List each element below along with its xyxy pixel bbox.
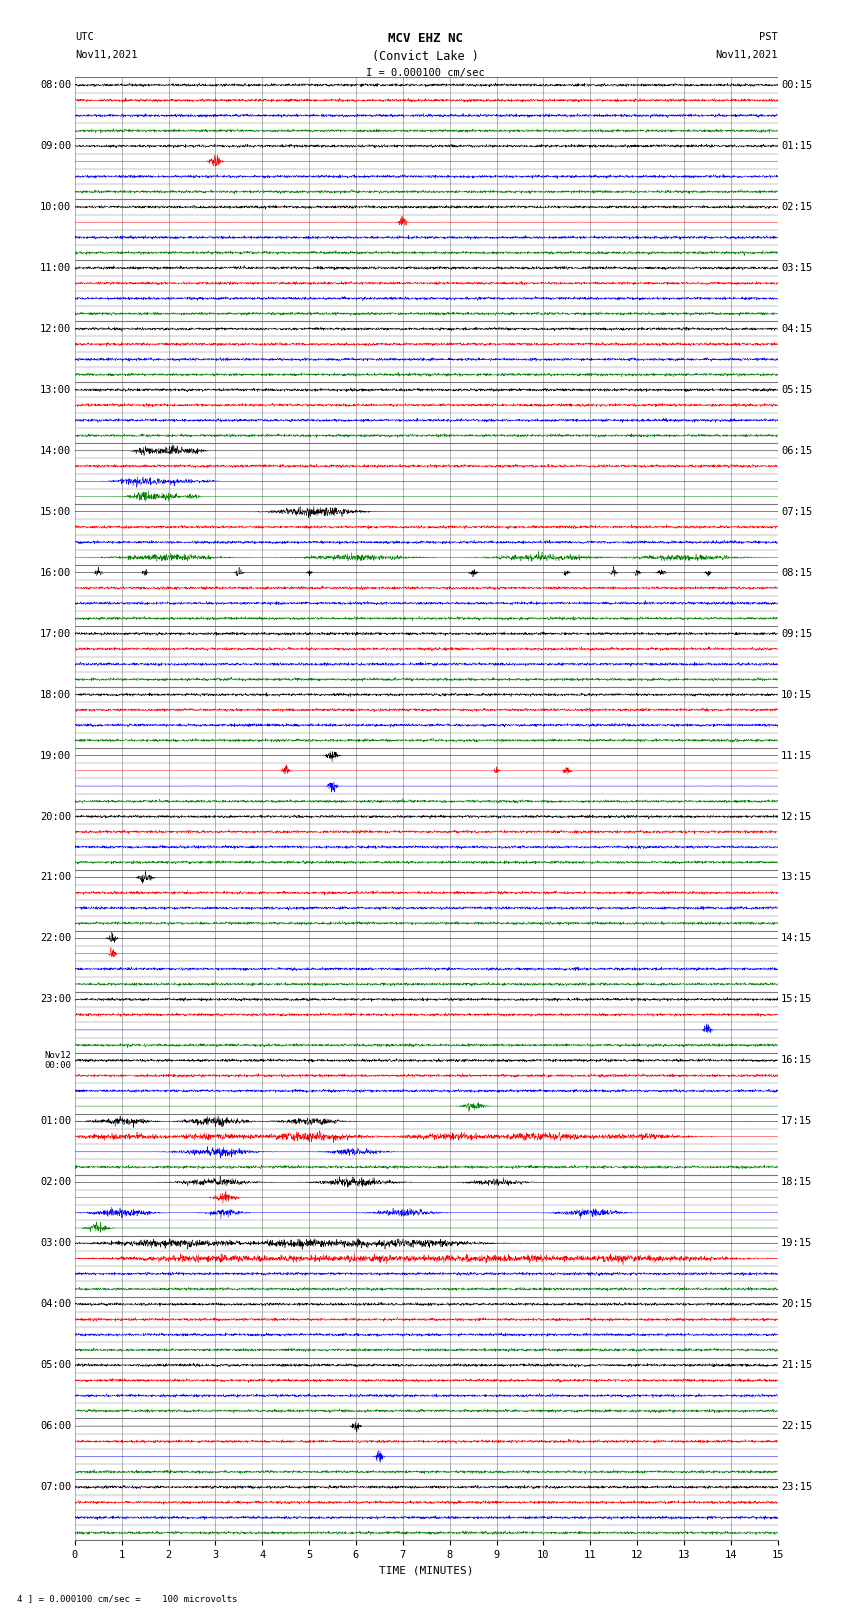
Text: 01:15: 01:15: [781, 140, 813, 152]
Text: 21:00: 21:00: [40, 873, 71, 882]
Text: 13:15: 13:15: [781, 873, 813, 882]
Text: 23:00: 23:00: [40, 994, 71, 1005]
Text: UTC: UTC: [75, 32, 94, 42]
X-axis label: TIME (MINUTES): TIME (MINUTES): [379, 1566, 473, 1576]
Text: I = 0.000100 cm/sec: I = 0.000100 cm/sec: [366, 68, 484, 77]
Text: 23:15: 23:15: [781, 1482, 813, 1492]
Text: 11:15: 11:15: [781, 750, 813, 761]
Text: 07:15: 07:15: [781, 506, 813, 516]
Text: 08:00: 08:00: [40, 81, 71, 90]
Text: MCV EHZ NC: MCV EHZ NC: [388, 32, 462, 45]
Text: 05:15: 05:15: [781, 386, 813, 395]
Text: 15:15: 15:15: [781, 994, 813, 1005]
Text: 19:15: 19:15: [781, 1239, 813, 1248]
Text: 4 ] = 0.000100 cm/sec =    100 microvolts: 4 ] = 0.000100 cm/sec = 100 microvolts: [17, 1594, 237, 1603]
Text: 03:00: 03:00: [40, 1239, 71, 1248]
Text: 10:15: 10:15: [781, 690, 813, 700]
Text: 16:15: 16:15: [781, 1055, 813, 1065]
Text: 18:15: 18:15: [781, 1177, 813, 1187]
Text: 22:00: 22:00: [40, 934, 71, 944]
Text: 12:00: 12:00: [40, 324, 71, 334]
Text: 08:15: 08:15: [781, 568, 813, 577]
Text: PST: PST: [759, 32, 778, 42]
Text: Nov11,2021: Nov11,2021: [715, 50, 778, 60]
Text: 09:00: 09:00: [40, 140, 71, 152]
Text: 02:15: 02:15: [781, 202, 813, 211]
Text: 21:15: 21:15: [781, 1360, 813, 1369]
Text: 17:00: 17:00: [40, 629, 71, 639]
Text: 18:00: 18:00: [40, 690, 71, 700]
Text: 00:15: 00:15: [781, 81, 813, 90]
Text: (Convict Lake ): (Convict Lake ): [371, 50, 479, 63]
Text: 09:15: 09:15: [781, 629, 813, 639]
Text: 06:00: 06:00: [40, 1421, 71, 1431]
Text: 17:15: 17:15: [781, 1116, 813, 1126]
Text: 14:00: 14:00: [40, 445, 71, 456]
Text: 20:00: 20:00: [40, 811, 71, 821]
Text: 11:00: 11:00: [40, 263, 71, 273]
Text: 12:15: 12:15: [781, 811, 813, 821]
Text: 16:00: 16:00: [40, 568, 71, 577]
Text: 22:15: 22:15: [781, 1421, 813, 1431]
Text: 07:00: 07:00: [40, 1482, 71, 1492]
Text: 02:00: 02:00: [40, 1177, 71, 1187]
Text: 03:15: 03:15: [781, 263, 813, 273]
Text: 14:15: 14:15: [781, 934, 813, 944]
Text: 15:00: 15:00: [40, 506, 71, 516]
Text: 06:15: 06:15: [781, 445, 813, 456]
Text: 20:15: 20:15: [781, 1298, 813, 1310]
Text: 19:00: 19:00: [40, 750, 71, 761]
Text: 04:15: 04:15: [781, 324, 813, 334]
Text: 01:00: 01:00: [40, 1116, 71, 1126]
Text: Nov11,2021: Nov11,2021: [75, 50, 138, 60]
Text: 13:00: 13:00: [40, 386, 71, 395]
Text: 10:00: 10:00: [40, 202, 71, 211]
Text: Nov12
00:00: Nov12 00:00: [44, 1050, 71, 1069]
Text: 04:00: 04:00: [40, 1298, 71, 1310]
Text: 05:00: 05:00: [40, 1360, 71, 1369]
